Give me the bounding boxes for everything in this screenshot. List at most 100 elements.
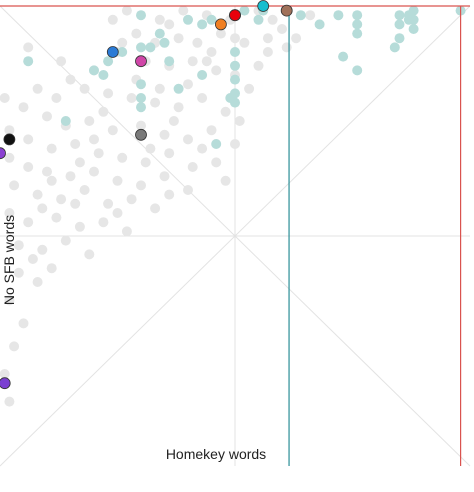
data-point — [291, 33, 302, 44]
data-point — [187, 56, 198, 67]
data-point — [168, 116, 179, 126]
data-point — [150, 203, 161, 214]
data-point — [159, 129, 170, 140]
data-point — [93, 148, 104, 159]
data-point — [262, 47, 273, 57]
highlighted-point — [214, 18, 227, 31]
data-point — [13, 267, 24, 278]
data-point — [183, 14, 193, 25]
data-point — [197, 143, 208, 154]
data-point — [136, 180, 146, 191]
grid-line-diagonal — [0, 5, 471, 467]
data-point — [164, 19, 175, 30]
data-point — [89, 65, 99, 76]
data-point — [220, 175, 231, 186]
data-point — [98, 70, 109, 80]
data-point — [98, 217, 109, 228]
data-point — [18, 318, 29, 329]
data-point — [206, 47, 217, 57]
data-point — [154, 14, 165, 25]
data-point — [23, 134, 34, 145]
data-point — [154, 83, 165, 94]
data-point — [4, 295, 15, 306]
data-point — [230, 33, 240, 44]
data-point — [4, 208, 15, 218]
data-point — [84, 249, 95, 260]
highlighted-point — [3, 133, 16, 146]
data-point — [145, 42, 156, 53]
data-point — [84, 116, 95, 126]
data-point — [389, 42, 400, 53]
data-point — [74, 221, 85, 232]
data-point — [314, 19, 325, 30]
data-point — [13, 240, 24, 251]
data-point — [408, 14, 419, 25]
data-point — [305, 10, 316, 21]
data-point — [225, 93, 236, 103]
data-point — [211, 65, 222, 76]
data-point — [197, 70, 208, 80]
data-point — [215, 28, 226, 39]
data-point — [220, 106, 231, 117]
highlighted-point — [0, 147, 6, 160]
background-points — [0, 5, 316, 407]
data-point — [32, 277, 43, 287]
data-point — [150, 97, 161, 108]
data-point — [32, 189, 43, 200]
data-point — [201, 56, 212, 67]
data-point — [277, 24, 287, 34]
data-point — [23, 217, 34, 228]
data-point — [253, 60, 264, 71]
data-point — [103, 198, 114, 209]
data-point — [253, 14, 264, 25]
data-point — [164, 148, 175, 159]
data-point — [60, 235, 71, 246]
data-point — [192, 37, 203, 48]
data-point — [206, 14, 217, 25]
data-point — [136, 93, 146, 103]
data-point — [394, 33, 405, 44]
highlighted-point — [135, 128, 147, 141]
data-point — [42, 111, 52, 122]
x-axis-label: Homekey words — [166, 446, 266, 462]
data-point — [159, 37, 170, 48]
data-point — [136, 102, 146, 113]
data-point — [46, 143, 57, 154]
data-point — [352, 10, 363, 21]
data-point — [117, 152, 128, 163]
data-point — [244, 83, 255, 94]
data-point — [281, 42, 292, 53]
data-point — [9, 341, 20, 352]
data-point — [206, 125, 217, 136]
data-point — [23, 56, 34, 67]
highlighted-point — [106, 46, 119, 58]
data-point — [107, 125, 118, 136]
data-point — [394, 10, 405, 21]
data-point — [46, 175, 57, 186]
data-point — [65, 74, 76, 85]
data-point — [352, 65, 363, 76]
data-point — [183, 185, 193, 195]
data-point — [32, 83, 43, 94]
data-point — [117, 37, 128, 48]
data-point — [230, 74, 240, 85]
data-point — [42, 166, 52, 177]
data-point — [18, 102, 29, 113]
data-point — [173, 83, 184, 94]
data-point — [136, 120, 146, 131]
data-point — [178, 5, 189, 16]
data-point — [9, 180, 20, 191]
data-point — [145, 143, 156, 154]
data-point — [0, 93, 10, 103]
data-point — [211, 157, 222, 168]
data-point — [23, 42, 34, 53]
highlighted-point — [0, 377, 11, 390]
data-point — [70, 198, 81, 209]
data-point — [173, 33, 184, 44]
data-point — [159, 171, 170, 182]
data-point — [4, 125, 15, 136]
reference-lines — [0, 5, 470, 466]
data-point — [136, 10, 146, 21]
data-point — [164, 56, 175, 67]
